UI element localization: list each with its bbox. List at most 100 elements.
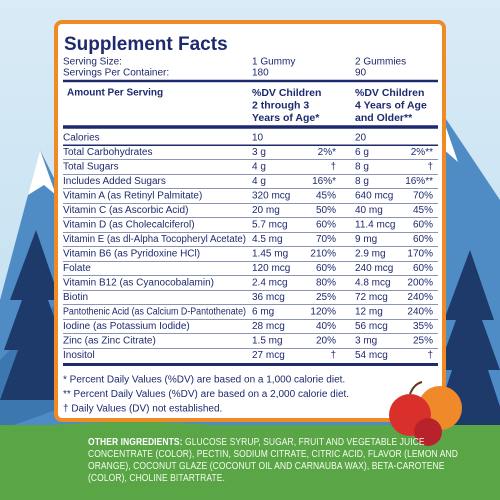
amount: 6 g xyxy=(355,147,369,158)
amount: 40 mg xyxy=(355,205,383,216)
daily-value: 45% xyxy=(413,205,433,216)
daily-value: 16%* xyxy=(312,176,336,187)
daily-value: 2%* xyxy=(318,147,336,158)
amount: 10 xyxy=(252,133,264,144)
daily-value: 25% xyxy=(413,336,433,347)
title: Supplement Facts xyxy=(64,34,228,55)
ingredients-text: GLUCOSE SYRUP, SUGAR, FRUIT AND VEGETABL… xyxy=(88,436,458,484)
amount: 28 mcg xyxy=(252,321,285,332)
daily-value: † xyxy=(427,162,433,173)
daily-value: 25% xyxy=(316,292,336,303)
daily-value: 60% xyxy=(413,220,433,231)
daily-value: 50% xyxy=(316,205,336,216)
amount: 4 g xyxy=(252,176,266,187)
daily-value: 35% xyxy=(413,321,433,332)
daily-value: 20% xyxy=(316,336,336,347)
amount: 1.5 mg xyxy=(252,336,283,347)
row-name: Includes Added Sugars xyxy=(63,176,166,187)
tree xyxy=(434,250,500,425)
row-name: Biotin xyxy=(63,292,88,303)
daily-value: 210% xyxy=(310,249,336,260)
amount: 4.8 mcg xyxy=(355,278,391,289)
daily-value: 240% xyxy=(407,292,433,303)
column-header: %DV Children xyxy=(355,87,424,99)
amount: 6 mg xyxy=(252,307,274,318)
label-box xyxy=(54,20,446,422)
daily-value: 240% xyxy=(407,307,433,318)
column-header: Years of Age* xyxy=(252,112,320,124)
column-header: and Older** xyxy=(355,112,413,124)
amount: 1.45 mg xyxy=(252,249,288,260)
daily-value: 40% xyxy=(316,321,336,332)
daily-value: 200% xyxy=(407,278,433,289)
cherry-fruit xyxy=(414,418,442,446)
column-header: %DV Children xyxy=(252,87,321,99)
row-name: Vitamin B6 (as Pyridoxine HCl) xyxy=(63,249,200,260)
amount: 2.9 mg xyxy=(355,249,386,260)
daily-value: 120% xyxy=(310,307,336,318)
row-name: Total Carbohydrates xyxy=(63,147,153,158)
row-name: Iodine (as Potassium Iodide) xyxy=(63,321,190,332)
row-name: Total Sugars xyxy=(63,162,119,173)
amount: 20 xyxy=(355,133,367,144)
serving-value: 90 xyxy=(355,68,367,79)
ground-edge xyxy=(0,421,500,440)
daily-value: 80% xyxy=(316,278,336,289)
amount: 20 mg xyxy=(252,205,280,216)
daily-value: 60% xyxy=(316,220,336,231)
daily-value: 60% xyxy=(413,234,433,245)
daily-value: 2%** xyxy=(411,147,433,158)
column-header: 4 Years of Age xyxy=(355,99,427,111)
header-label: Amount Per Serving xyxy=(67,88,163,99)
daily-value: 45% xyxy=(316,191,336,202)
amount: 8 g xyxy=(355,176,369,187)
amount: 3 mg xyxy=(355,336,377,347)
snow xyxy=(28,150,56,195)
daily-value: † xyxy=(330,350,336,361)
footnote: † Daily Values (DV) not established. xyxy=(63,404,222,415)
row-name: Folate xyxy=(63,263,91,274)
ingredients-label: OTHER INGREDIENTS: xyxy=(88,436,183,448)
daily-value: 70% xyxy=(413,191,433,202)
amount: 5.7 mcg xyxy=(252,220,288,231)
serving-value: 1 Gummy xyxy=(252,57,295,68)
row-name: Vitamin D (as Cholecalciferol) xyxy=(63,220,195,231)
amount: 320 mcg xyxy=(252,191,290,202)
amount: 11.4 mcg xyxy=(355,220,395,231)
amount: 36 mcg xyxy=(252,292,285,303)
row-name: Calories xyxy=(63,133,100,144)
serving-label: Servings Per Container: xyxy=(63,68,169,79)
daily-value: 70% xyxy=(316,234,336,245)
row-name: Pantothenic Acid (as Calcium D-Pantothen… xyxy=(63,307,246,318)
daily-value: 60% xyxy=(413,263,433,274)
amount: 4.5 mg xyxy=(252,234,283,245)
amount: 8 g xyxy=(355,162,369,173)
amount: 9 mg xyxy=(355,234,377,245)
footnote: ** Percent Daily Values (%DV) are based … xyxy=(63,389,349,400)
amount: 240 mcg xyxy=(355,263,393,274)
column-header: 2 through 3 xyxy=(252,99,309,111)
serving-value: 180 xyxy=(252,68,269,79)
daily-value: † xyxy=(427,350,433,361)
stem xyxy=(409,381,423,395)
tree xyxy=(0,230,70,400)
row-name: Zinc (as Zinc Citrate) xyxy=(63,336,156,347)
amount: 27 mcg xyxy=(252,350,285,361)
amount: 72 mcg xyxy=(355,292,388,303)
amount: 54 mcg xyxy=(355,350,388,361)
row-name: Vitamin E (as dl-Alpha Tocopheryl Acetat… xyxy=(63,234,246,245)
serving-value: 2 Gummies xyxy=(355,57,406,68)
amount: 120 mcg xyxy=(252,263,290,274)
daily-value: 60% xyxy=(316,263,336,274)
row-name: Vitamin B12 (as Cyanocobalamin) xyxy=(63,278,214,289)
daily-value: † xyxy=(330,162,336,173)
amount: 2.4 mcg xyxy=(252,278,288,289)
row-name: Vitamin A (as Retinyl Palmitate) xyxy=(63,191,202,202)
daily-value: 170% xyxy=(407,249,433,260)
daily-value: 16%** xyxy=(405,176,433,187)
amount: 640 mcg xyxy=(355,191,393,202)
row-name: Vitamin C (as Ascorbic Acid) xyxy=(63,205,188,216)
amount: 56 mcg xyxy=(355,321,388,332)
